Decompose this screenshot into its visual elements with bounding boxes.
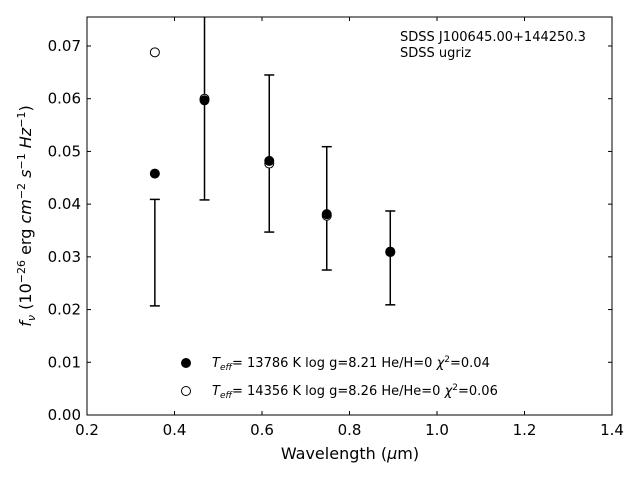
y-tick-label: 0.00	[48, 406, 81, 424]
model-point-filled	[264, 155, 275, 166]
x-tick-label: 0.8	[338, 421, 362, 439]
error-bars	[149, 17, 396, 307]
x-tick-label: 1.4	[600, 421, 624, 439]
axis-ticks: 0.2 0.4 0.6 0.8 1.0 1.2 1.4 0.00 0.01 0.02 0.03 0.0…	[48, 17, 624, 439]
model-point-filled	[149, 168, 160, 179]
data-points	[149, 47, 396, 258]
x-tick-label: 1.2	[513, 421, 537, 439]
y-tick-label: 0.07	[48, 37, 81, 55]
x-tick-label: 0.2	[75, 421, 99, 439]
legend-open-label: Teff= 14356 K log g=8.26 He/He=0 χ2=0.06	[212, 383, 498, 401]
model-point-open	[149, 47, 160, 58]
legend: Teff= 13786 K log g=8.21 He/H=0 χ2=0.04 …	[181, 355, 498, 401]
x-tick-label: 1.0	[425, 421, 449, 439]
y-tick-label: 0.02	[48, 301, 81, 319]
model-point-filled	[321, 209, 332, 220]
legend-filled-label: Teff= 13786 K log g=8.21 He/H=0 χ2=0.04	[212, 355, 490, 373]
object-name-annotation: SDSS J100645.00+144250.3	[400, 30, 586, 45]
x-axis-label: Wavelength (μm)	[281, 444, 419, 463]
legend-filled-marker	[181, 358, 191, 368]
legend-open-marker	[181, 386, 191, 396]
photometry-annotation: SDSS ugriz	[400, 46, 471, 61]
y-axis-label: fν (10−26 erg cm−2 s−1 Hz−1)	[15, 105, 38, 326]
model-point-filled	[199, 95, 210, 106]
x-tick-label: 0.6	[250, 421, 274, 439]
y-tick-label: 0.05	[48, 142, 81, 160]
plot-frame	[86, 16, 613, 416]
y-tick-label: 0.03	[48, 248, 81, 266]
y-tick-label: 0.06	[48, 90, 81, 108]
y-tick-label: 0.01	[48, 353, 81, 371]
y-tick-label: 0.04	[48, 195, 81, 213]
x-tick-label: 0.4	[163, 421, 187, 439]
model-point-filled	[385, 246, 396, 257]
